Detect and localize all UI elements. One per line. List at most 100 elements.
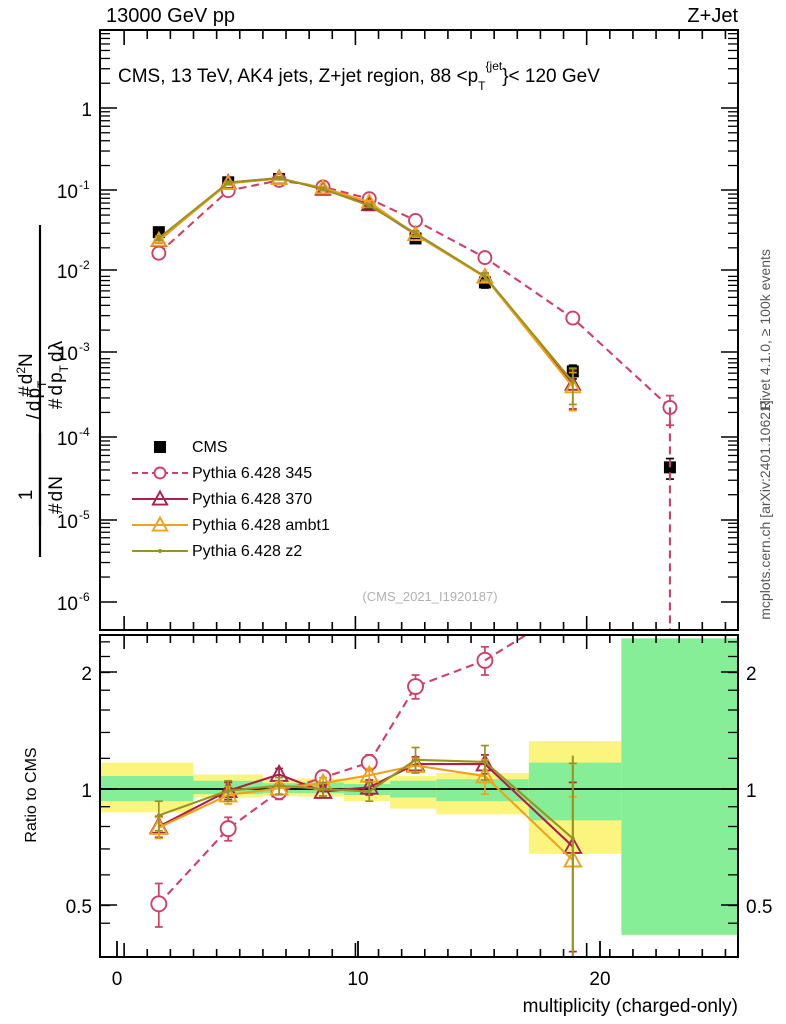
ratio-y-minor-ticks (100, 641, 738, 924)
data-marker (148, 816, 169, 835)
data-marker (153, 466, 167, 480)
data-marker (150, 230, 168, 247)
rivet-version-label: Rivet 4.1.0, ≥ 100k events (757, 249, 773, 411)
legend-label: Pythia 6.428 345 (192, 465, 312, 482)
side-label-mcplots: mcplots.cern.ch [arXiv:2401.10621] (757, 400, 773, 619)
data-marker (482, 274, 487, 279)
y-tick-label-3: 10 (57, 344, 78, 365)
y-tick-label-5: 10 (57, 512, 78, 533)
ratio-tick-label-1: 1 (81, 781, 92, 802)
ratio-x-minor-ticks (123, 635, 727, 957)
ratio-uncertainty-bands (101, 638, 737, 935)
ratio-series-line (484, 636, 527, 662)
data-marker (151, 489, 169, 506)
data-marker (367, 789, 372, 794)
y-label-numerator: #d2N (14, 353, 37, 397)
legend-item-0[interactable]: CMS (154, 439, 228, 456)
series-line (158, 177, 574, 383)
y-tick-exp-5: -5 (79, 508, 90, 522)
data-marker (477, 250, 493, 266)
x-tick-label-1: 10 (347, 969, 368, 990)
data-marker (406, 225, 425, 242)
ratio-y-axis-label: Ratio to CMS (23, 747, 40, 842)
ratio-plot-frame (99, 634, 739, 958)
uncertainty-band-inner (621, 638, 737, 935)
x-tick-label-0: 0 (112, 969, 123, 990)
main-title-sup: {jet (486, 59, 503, 73)
data-marker (156, 813, 161, 818)
data-marker (277, 783, 282, 788)
legend: CMS Pythia 6.428 345 Pythia 6.428 370 Pythi… (132, 439, 330, 560)
data-marker (277, 176, 282, 181)
data-marker (475, 765, 495, 784)
data-marker (219, 820, 237, 838)
main-title-text: CMS, 13 TeV, AK4 jets, Z+jet region, 88 … (118, 66, 478, 87)
main-plot-frame (99, 29, 739, 631)
data-marker (151, 245, 167, 261)
data-marker (413, 231, 418, 236)
y-tick-exp-4: -4 (79, 425, 90, 439)
main-y-tick-labels: 1 10 -1 10 -2 10 -3 10 -4 10 -5 10 -6 (57, 100, 92, 615)
header-left-label: 13000 GeV pp (106, 5, 235, 27)
ratio-tick-label-2: 0.5 (66, 897, 92, 918)
y-tick-label-4: 10 (57, 429, 78, 450)
y-tick-exp-2: -2 (79, 258, 90, 272)
data-marker (321, 787, 326, 791)
header-right-label: Z+Jet (687, 5, 738, 27)
data-marker (150, 895, 168, 913)
ratio-tick-label-r0: 2 (746, 664, 757, 685)
y-tick-label-2: 10 (57, 262, 78, 283)
ratio-series-line (158, 764, 574, 861)
legend-item-3[interactable]: Pythia 6.428 ambt1 (132, 515, 330, 534)
y-tick-exp-1: -1 (79, 178, 90, 192)
legend-label: Pythia 6.428 ambt1 (192, 517, 330, 534)
ratio-tick-label-r2: 0.5 (746, 897, 772, 918)
ratio-series-line (158, 758, 574, 840)
y-tick-label-0: 1 (81, 100, 92, 121)
ratio-x-ticks (116, 941, 601, 957)
legend-label: Pythia 6.428 z2 (192, 543, 302, 560)
data-marker (158, 549, 162, 553)
ratio-tick-label-0: 2 (81, 664, 92, 685)
mcplots-ref-label: mcplots.cern.ch [arXiv:2401.10621] (757, 400, 773, 619)
y-tick-label-1: 10 (57, 182, 78, 203)
data-marker (482, 759, 487, 764)
data-marker (407, 678, 424, 695)
data-marker (226, 788, 231, 793)
data-marker (154, 441, 166, 453)
y-tick-label-6: 10 (57, 594, 78, 615)
data-marker (226, 180, 231, 185)
data-marker (413, 757, 418, 762)
y-tick-exp-3: -3 (79, 340, 90, 354)
y-label-numerator-2: 1 (16, 490, 37, 501)
uncertainty-band-inner (528, 762, 622, 821)
main-y-axis-label: #d2N #dpTdλ 1 #dN /dpT (14, 225, 71, 557)
y-label-mid: /dpT (24, 380, 49, 419)
legend-item-2[interactable]: Pythia 6.428 370 (132, 489, 312, 508)
legend-item-4[interactable]: Pythia 6.428 z2 (132, 543, 302, 560)
y-label-denominator: #dpTdλ (46, 340, 71, 409)
main-y-minor-ticks (100, 33, 738, 578)
y-tick-exp-6: -6 (79, 590, 90, 604)
main-x-minor-ticks (123, 31, 727, 630)
x-tick-label-2: 20 (589, 969, 610, 990)
main-title-sub: T (478, 79, 486, 93)
ratio-tick-label-r1: 1 (746, 781, 757, 802)
main-y-ticks (100, 107, 738, 603)
ratio-data-layer (148, 636, 583, 956)
legend-item-1[interactable]: Pythia 6.428 345 (132, 465, 312, 482)
side-label-rivet: Rivet 4.1.0, ≥ 100k events (757, 249, 773, 411)
legend-label: Pythia 6.428 370 (192, 491, 312, 508)
data-marker (408, 213, 423, 228)
analysis-watermark: (CMS_2021_I1920187) (362, 589, 497, 604)
y-label-denominator-2: #dN (46, 476, 67, 514)
data-marker (565, 310, 581, 326)
main-data-layer (150, 168, 678, 629)
data-marker (476, 267, 494, 284)
x-axis-label: multiplicity (charged-only) (523, 996, 738, 1017)
main-panel: 1 10 -1 10 -2 10 -3 10 -4 10 -5 10 -6 #d… (14, 29, 739, 631)
main-title-tail: }< 120 GeV (502, 66, 600, 87)
data-marker (570, 379, 575, 384)
